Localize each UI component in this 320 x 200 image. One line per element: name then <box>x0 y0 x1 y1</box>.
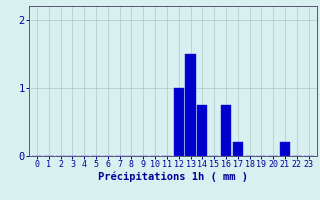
Bar <box>174 88 184 156</box>
X-axis label: Précipitations 1h ( mm ): Précipitations 1h ( mm ) <box>98 172 248 182</box>
Bar <box>221 105 231 156</box>
Bar <box>280 142 290 156</box>
Bar <box>186 54 196 156</box>
Bar <box>197 105 207 156</box>
Bar <box>233 142 243 156</box>
